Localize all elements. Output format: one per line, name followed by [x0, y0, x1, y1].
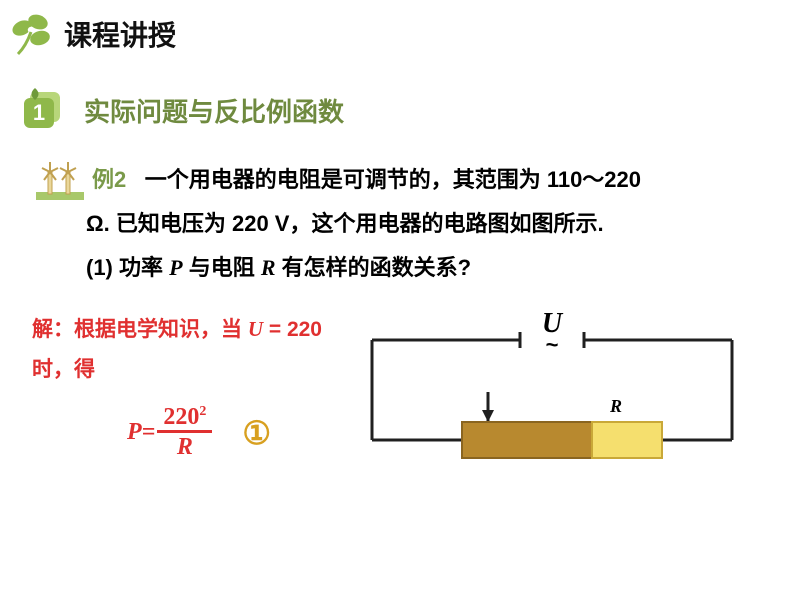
formula-row: P= 2202 R ① — [127, 404, 342, 462]
header: 课程讲授 — [0, 0, 794, 58]
windmill-icon — [36, 158, 84, 200]
content-area: 例2 一个用电器的电阻是可调节的，其范围为 110～220 Ω. 已知电压为 2… — [36, 158, 756, 290]
resistor-left — [462, 422, 592, 458]
resistor-right — [592, 422, 662, 458]
equation-marker: ① — [242, 414, 271, 452]
sol-body-a: 根据电学知识，当 — [74, 318, 248, 341]
circuit-diagram: U ~ R — [342, 310, 794, 480]
svg-text:1: 1 — [33, 100, 45, 125]
formula-lhs: P= — [127, 419, 155, 446]
example-label: 例2 — [92, 167, 126, 192]
arrow-icon — [482, 410, 494, 422]
var-R: R — [261, 255, 276, 280]
q-part-a: (1) 功率 — [86, 255, 169, 280]
num-exp: 2 — [199, 404, 206, 419]
section-badge-icon: 1 — [18, 86, 66, 134]
q-part-c: 有怎样的函数关系? — [276, 255, 472, 280]
denominator: R — [171, 433, 199, 462]
q-part-b: 与电阻 — [183, 255, 261, 280]
solution-text: 解：根据电学知识，当 U = 220 时，得 P= 2202 R ① — [32, 310, 342, 480]
page-title: 课程讲授 — [64, 14, 176, 54]
section-header: 1 实际问题与反比例函数 — [18, 86, 794, 134]
var-U: U — [248, 317, 263, 341]
solution-area: 解：根据电学知识，当 U = 220 时，得 P= 2202 R ① — [0, 310, 794, 480]
problem-question: (1) 功率 P 与电阻 R 有怎样的函数关系? — [86, 246, 756, 290]
resistor-label: R — [609, 396, 622, 416]
formula: P= 2202 R — [127, 404, 212, 462]
clover-logo-icon — [8, 10, 56, 58]
ac-symbol: ~ — [546, 332, 559, 357]
num-base: 220 — [163, 404, 199, 430]
var-P: P — [169, 255, 182, 280]
fraction: 2202 R — [157, 404, 212, 462]
section-title: 实际问题与反比例函数 — [84, 92, 344, 129]
circuit-svg: U ~ R — [342, 310, 762, 480]
numerator: 2202 — [157, 404, 212, 433]
solution-label: 解： — [32, 318, 74, 341]
problem-line1: 一个用电器的电阻是可调节的，其范围为 110～220 — [145, 167, 641, 192]
problem-line2: Ω. 已知电压为 220 V，这个用电器的电路图如图所示. — [86, 202, 756, 246]
